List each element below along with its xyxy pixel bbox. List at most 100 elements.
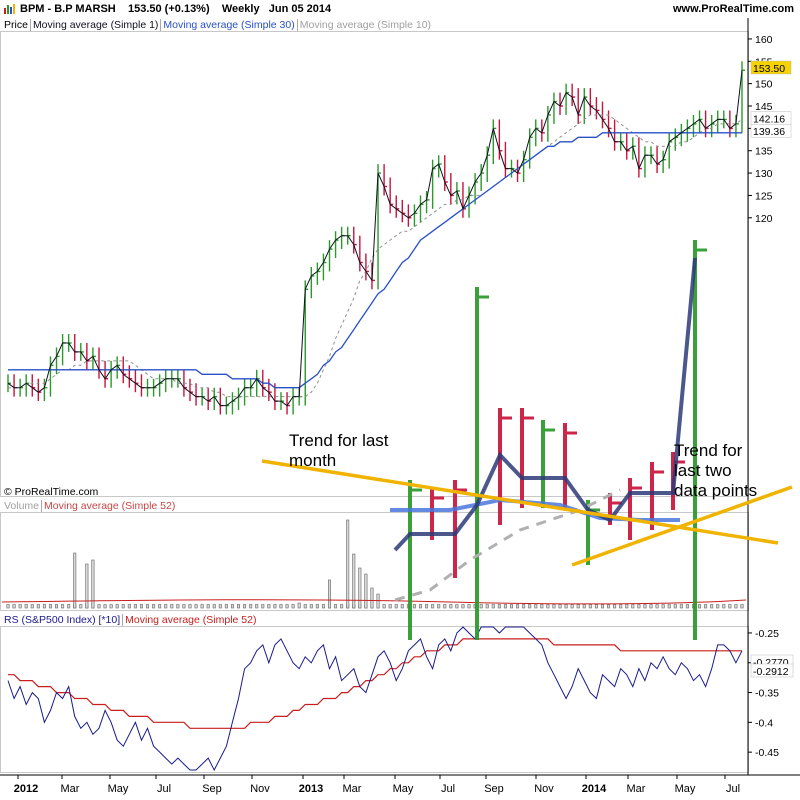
volume-bar [164,604,168,609]
price-tick-label: 145 [755,101,773,113]
volume-bar [55,604,59,609]
volume-bar [309,604,313,609]
x-tick-label: Mar [343,783,362,795]
x-tick-label: Jul [441,783,455,795]
volume-bar [588,604,592,609]
volume-bar [667,604,671,609]
date: Jun 05 2014 [268,3,332,15]
rs-value-label: -0.2912 [753,666,789,678]
volume-spike-bar [346,519,350,609]
volume-bar [133,604,137,609]
volume-bar [576,604,580,609]
volume-bar [503,604,507,609]
volume-bar [194,604,198,609]
volume-bar [594,604,598,609]
volume-bar [546,604,550,609]
volume-bar [522,604,526,609]
volume-bar [431,604,435,609]
volume-bar [170,604,174,609]
price-value-label: 139.36 [753,126,785,138]
trendline-month [261,459,779,545]
volume-spike-bar [73,552,77,609]
volume-bar [158,604,162,609]
volume-legend: Volume Moving average (Simple 52) [2,500,177,512]
volume-bar [121,604,125,609]
price-tick-label: 160 [755,34,773,46]
zoom-ma10-line [394,488,621,602]
volume-bar [685,604,689,609]
annotation-trend-two: Trend for last two data points [674,441,758,500]
volume-bar [255,604,259,609]
x-tick-label: Nov [534,783,554,795]
price-tick-label: 120 [755,213,773,225]
price-legend: Price Moving average (Simple 1) Moving ave… [2,19,433,31]
rs-tick-label: -0.45 [755,747,779,759]
volume-bar [340,604,344,609]
volume-bar [582,604,586,609]
volume-bar [443,604,447,609]
volume-bar [315,604,319,609]
volume-bar [570,604,574,609]
volume-bar [291,604,295,609]
price-change: 153.50 (+0.13%) [127,3,210,15]
volume-bar [267,604,271,609]
rs-tick-label: -0.25 [755,628,779,640]
volume-bar [625,604,629,609]
volume-bar [103,604,107,609]
site-url[interactable]: www.ProRealTime.com [672,3,794,15]
legend-price: Price [2,19,31,31]
volume-bar [425,604,429,609]
volume-bar [485,604,489,609]
volume-bar [24,604,28,609]
volume-bar [12,604,16,609]
volume-bar [600,604,604,609]
legend-ma1: Moving average (Simple 1) [30,19,162,31]
volume-bar [552,604,556,609]
legend-volume: Volume [2,500,43,512]
volume-bar [61,604,65,609]
volume-spike-bar [358,567,362,609]
volume-spike-bar [85,563,89,609]
volume-bar [224,604,228,609]
volume-bar [497,604,501,609]
volume-bar [212,604,216,609]
volume-bar [649,604,653,609]
volume-bar [109,604,113,609]
volume-bar [218,604,222,609]
period: Weekly [221,3,260,15]
volume-bar [48,604,52,609]
legend-rs: RS (S&P500 Index) [*10] [2,614,124,626]
volume-panel-frame [0,512,749,611]
volume-bar [710,604,714,609]
x-tick-label: Mar [61,783,80,795]
ma30-line [8,132,742,389]
zoom-ma1-line [393,257,697,552]
volume-bar [607,604,611,609]
volume-bar [261,604,265,609]
volume-bar [698,604,702,609]
x-tick-label: Sep [484,783,504,795]
volume-ma-line [1,599,747,605]
volume-spike-bar [352,553,356,609]
annotation-trend-month: Trend for last month [289,431,389,470]
volume-bar [516,604,520,609]
price-value-box [750,60,792,75]
legend-rs-ma: Moving average (Simple 52) [125,614,257,626]
volume-spike-bar [91,559,95,609]
ma1-line [7,70,743,407]
volume-bar [176,604,180,609]
price-tick-label: 125 [755,190,773,202]
rs-value-box [750,663,794,678]
volume-spike-bar [328,579,332,609]
price-panel-frame [0,31,749,497]
trendline-two-points [571,485,793,567]
volume-bar [36,604,40,609]
price-value-label: 142.16 [753,114,785,126]
volume-bar [728,604,732,609]
volume-bar [509,604,513,609]
volume-bar [249,604,253,609]
volume-bar [716,604,720,609]
volume-bar [127,604,131,609]
volume-bar [79,604,83,609]
